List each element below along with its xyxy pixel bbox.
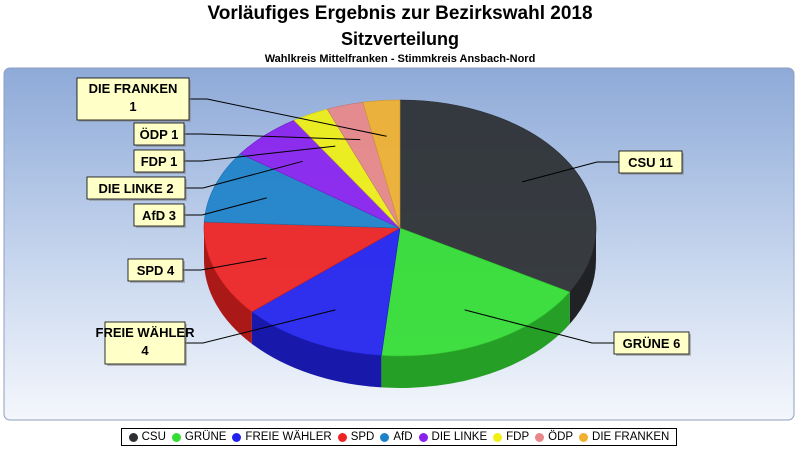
legend-label: AfD: [393, 431, 413, 443]
legend-label: GRÜNE: [184, 431, 227, 443]
leader-line-gruene: [464, 309, 614, 344]
slice-side-spd: [204, 228, 252, 344]
legend-item-die-franken: DIE FRANKEN: [579, 431, 669, 443]
leader-line-afd: [184, 197, 267, 216]
legend-item-fdp: FDP: [493, 431, 529, 443]
slice-side-gruene: [381, 292, 570, 388]
legend-label: ÖDP: [548, 431, 574, 443]
chart-district: Wahlkreis Mittelfranken - Stimmkreis Ans…: [264, 53, 536, 65]
legend-item-csu: CSU: [128, 431, 166, 443]
legend-marker: [232, 432, 242, 442]
legend-marker: [128, 432, 138, 442]
leader-line-die-franken: [189, 98, 387, 137]
legend-marker: [535, 432, 545, 442]
svg-text:AfD 3: AfD 3: [142, 208, 176, 223]
leader-line-oedp: [184, 133, 361, 141]
svg-text:FDP 1: FDP 1: [141, 154, 178, 169]
slice-gruene: [381, 227, 571, 357]
slice-afd: [203, 153, 401, 229]
leader-line-die-linke: [185, 160, 303, 189]
leader-line-fdp: [184, 145, 336, 162]
svg-text:SPD 4: SPD 4: [137, 263, 175, 278]
slice-die-franken: [362, 99, 401, 229]
data-label-afd: AfD 3: [133, 203, 186, 228]
svg-text:GRÜNE 6: GRÜNE 6: [623, 336, 681, 351]
legend-marker: [380, 432, 390, 442]
slice-freie-waehler: [251, 227, 401, 356]
chart-title: Vorläufiges Ergebnis zur Bezirkswahl 201…: [207, 3, 593, 24]
data-label-csu: CSU 11: [618, 150, 684, 175]
legend-label: DIE FRANKEN: [592, 431, 670, 443]
legend-label: CSU: [141, 431, 166, 443]
legend-marker: [171, 432, 181, 442]
data-label-oedp: ÖDP 1: [133, 122, 186, 147]
svg-text:FREIE WÄHLER: FREIE WÄHLER: [96, 325, 196, 340]
legend-marker: [579, 432, 589, 442]
svg-text:DIE FRANKEN: DIE FRANKEN: [89, 81, 178, 96]
legend-label: FREIE WÄHLER: [245, 431, 332, 443]
slice-csu: [399, 99, 597, 293]
svg-text:4: 4: [141, 343, 149, 358]
legend-marker: [493, 432, 503, 442]
slice-spd: [203, 221, 402, 313]
legend-item-afd: AfD: [380, 431, 413, 443]
legend-item-oedp: ÖDP: [535, 431, 573, 443]
legend-item-gruene: GRÜNE: [171, 431, 227, 443]
data-label-spd: SPD 4: [127, 258, 185, 283]
data-label-die-linke: DIE LINKE 2: [86, 176, 187, 201]
legend-label: DIE LINKE: [431, 431, 488, 443]
slice-side-freie-waehler: [251, 311, 382, 388]
legend-item-die-linke: DIE LINKE: [418, 431, 488, 443]
svg-text:CSU 11: CSU 11: [628, 155, 673, 170]
legend-label: SPD: [350, 431, 375, 443]
data-label-freie-waehler: FREIE WÄHLER 4: [96, 321, 196, 366]
data-label-die-franken: DIE FRANKEN 1: [76, 77, 191, 122]
chart-subtitle: Sitzverteilung: [340, 29, 460, 49]
legend-item-freie-waehler: FREIE WÄHLER: [232, 431, 332, 443]
legend-marker: [418, 432, 428, 442]
legend-marker: [337, 432, 347, 442]
slice-side-csu: [569, 228, 596, 324]
svg-text:1: 1: [129, 99, 136, 114]
svg-text:ÖDP 1: ÖDP 1: [140, 127, 179, 142]
legend-item-spd: SPD: [337, 431, 375, 443]
svg-text:DIE LINKE 2: DIE LINKE 2: [98, 181, 173, 196]
leader-line-freie-waehler: [185, 309, 336, 344]
data-label-gruene: GRÜNE 6: [613, 331, 691, 356]
leader-line-spd: [183, 257, 267, 271]
leader-line-csu: [522, 161, 619, 183]
data-label-fdp: FDP 1: [133, 149, 186, 174]
chart-legend: CSU GRÜNE FREIE WÄHLER SPD AfD DIE LINKE FDP ÖD…: [121, 428, 677, 446]
legend-label: FDP: [506, 431, 530, 443]
